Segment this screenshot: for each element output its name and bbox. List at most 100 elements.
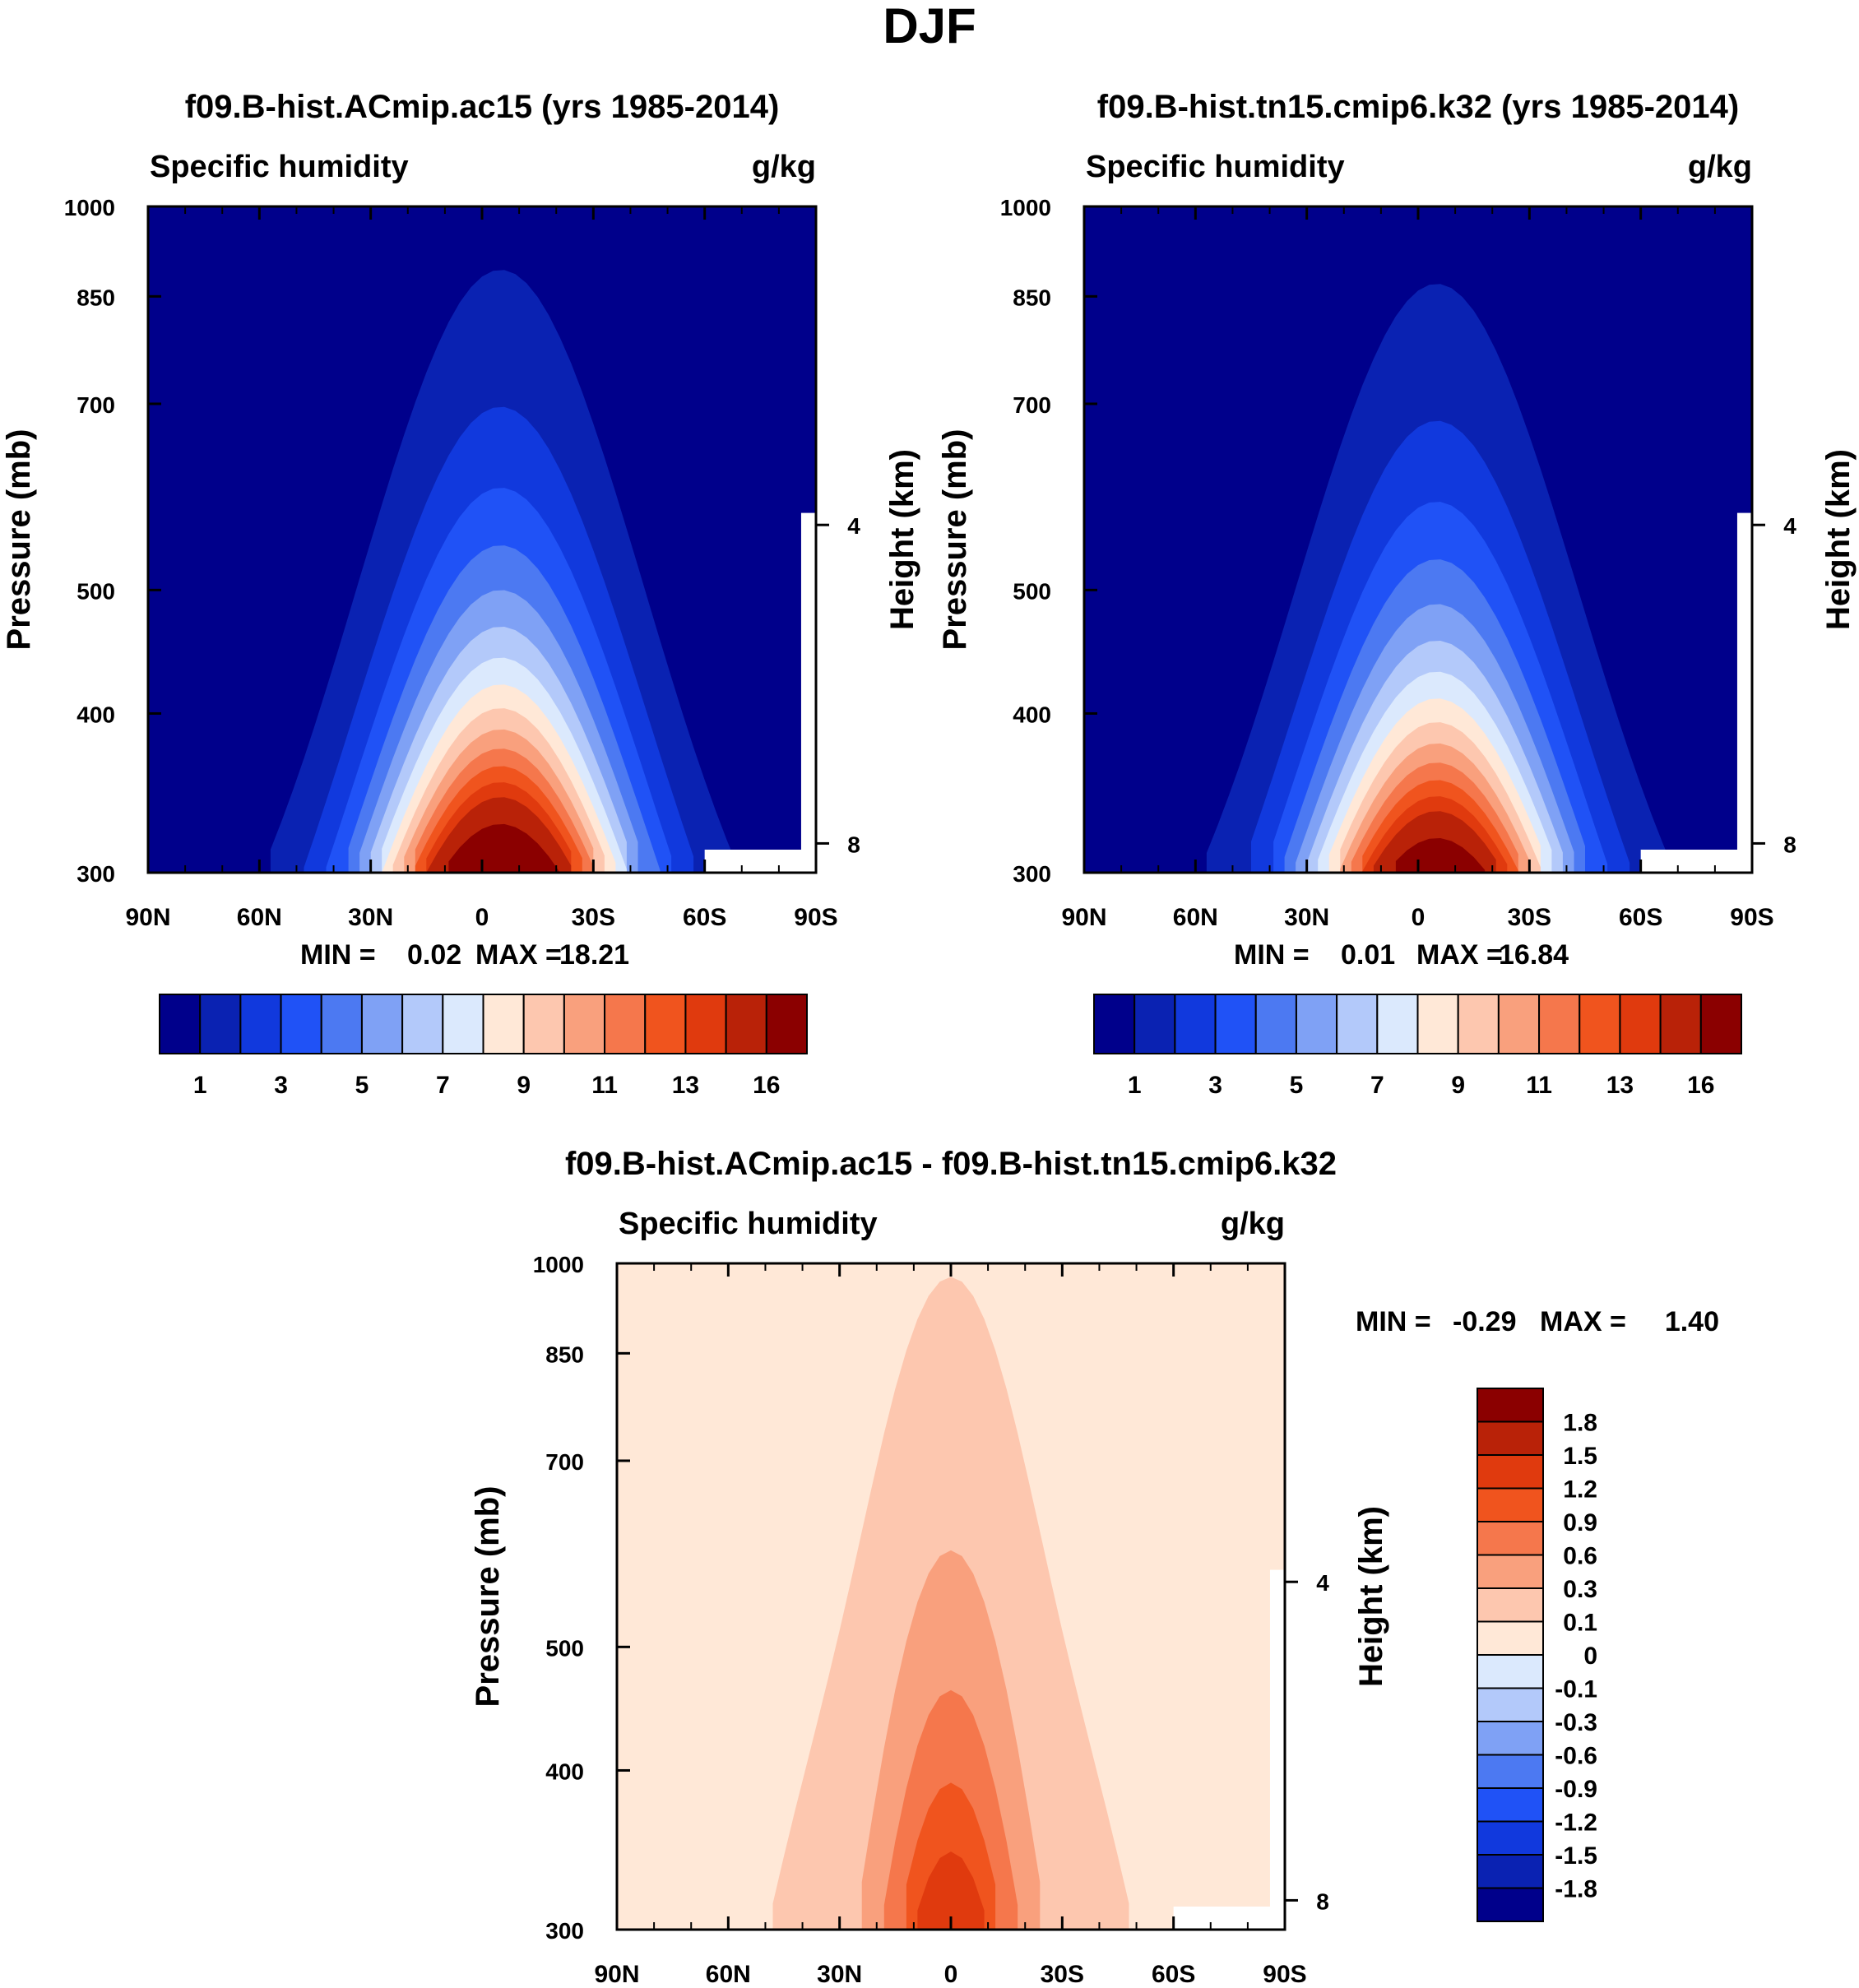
max-label: MAX = bbox=[475, 939, 562, 971]
colorbar-label: 0.3 bbox=[1563, 1576, 1597, 1603]
colorbar-label: 1.5 bbox=[1563, 1443, 1597, 1470]
x-tick-label: 60N bbox=[1173, 904, 1218, 931]
colorbar-swatch bbox=[1477, 1587, 1544, 1623]
y2-axis-label: Height (km) bbox=[1353, 1506, 1389, 1687]
colorbar: 1.8 1.5 1.2 0.9 0.6 0.3 0.1 0 -0.1 -0.3 -0.6 -0.9 -1… bbox=[1477, 1388, 1597, 1922]
units-label: g/kg bbox=[1221, 1207, 1285, 1241]
max-label: MAX = bbox=[1416, 939, 1503, 971]
y-tick-label: 700 bbox=[76, 392, 115, 418]
colorbar-label: 13 bbox=[1606, 1072, 1634, 1099]
panel-title: f09.B-hist.ACmip.ac15 (yrs 1985-2014) bbox=[185, 89, 780, 125]
colorbar-label: 16 bbox=[753, 1072, 780, 1099]
panel-title: f09.B-hist.ACmip.ac15 - f09.B-hist.tn15.… bbox=[565, 1146, 1337, 1182]
colorbar-label: 0.1 bbox=[1563, 1610, 1597, 1637]
colorbar-label: 1.8 bbox=[1563, 1410, 1597, 1437]
y-tick-label: 850 bbox=[1013, 285, 1051, 310]
colorbar-swatch bbox=[1477, 1554, 1544, 1589]
colorbar-swatch bbox=[1497, 994, 1541, 1054]
colorbar-label: -1.5 bbox=[1555, 1842, 1597, 1870]
y-tick-label: 300 bbox=[1013, 861, 1051, 887]
variable-label: Specific humidity bbox=[1086, 150, 1345, 184]
panel-model-a: f09.B-hist.ACmip.ac15 (yrs 1985-2014) Sp… bbox=[1, 89, 920, 1099]
x-tick-label: 30S bbox=[572, 904, 615, 931]
units-label: g/kg bbox=[752, 150, 816, 184]
colorbar-swatch bbox=[1477, 1454, 1544, 1490]
colorbar-label: -0.6 bbox=[1555, 1743, 1597, 1770]
y-tick-label: 700 bbox=[1013, 392, 1051, 418]
x-tick-label: 0 bbox=[1412, 904, 1426, 931]
colorbar-swatch bbox=[1477, 1620, 1544, 1656]
colorbar-label: -0.1 bbox=[1555, 1676, 1597, 1703]
y-tick-label: 400 bbox=[1013, 702, 1051, 727]
colorbar-swatch bbox=[1659, 994, 1702, 1054]
contour-band bbox=[448, 823, 560, 873]
colorbar-swatch bbox=[401, 994, 444, 1054]
colorbar-swatch bbox=[522, 994, 565, 1054]
colorbar-swatch bbox=[1214, 994, 1257, 1054]
colorbar-label: 5 bbox=[1290, 1072, 1304, 1099]
y-tick-label: 1000 bbox=[64, 195, 115, 220]
x-tick-label: 90S bbox=[794, 904, 837, 931]
y-tick-label: 500 bbox=[545, 1635, 584, 1661]
colorbar-swatch bbox=[1093, 994, 1136, 1054]
colorbar-swatch bbox=[563, 994, 606, 1054]
panel-title: f09.B-hist.tn15.cmip6.k32 (yrs 1985-2014… bbox=[1097, 89, 1739, 125]
y-tick-label: 700 bbox=[545, 1449, 584, 1475]
min-value: 0.01 bbox=[1341, 939, 1395, 971]
colorbar-label: 5 bbox=[355, 1072, 369, 1099]
x-tick-label: 30S bbox=[1041, 1961, 1084, 1988]
x-tick-label: 60S bbox=[1619, 904, 1662, 931]
colorbar-swatch bbox=[1477, 1754, 1544, 1789]
colorbar-swatch bbox=[644, 994, 687, 1054]
min-label: MIN = bbox=[1356, 1306, 1431, 1337]
colorbar-swatch bbox=[1477, 1854, 1544, 1889]
colorbar-label: 16 bbox=[1687, 1072, 1714, 1099]
colorbar-swatch bbox=[1416, 994, 1459, 1054]
colorbar-swatch bbox=[482, 994, 525, 1054]
max-value: 18.21 bbox=[559, 939, 629, 971]
y2-axis-label: Height (km) bbox=[1820, 449, 1857, 630]
colorbar-swatch bbox=[199, 994, 242, 1054]
y-tick-label: 300 bbox=[545, 1918, 584, 1944]
colorbar-swatch bbox=[1295, 994, 1338, 1054]
y2-axis-label: Height (km) bbox=[884, 449, 920, 630]
min-label: MIN = bbox=[1234, 939, 1310, 971]
colorbar-label: 9 bbox=[1451, 1072, 1465, 1099]
colorbar-label: 13 bbox=[672, 1072, 699, 1099]
colorbar-swatch bbox=[1477, 1388, 1544, 1423]
terrain-mask bbox=[800, 512, 816, 873]
x-tick-label: 30N bbox=[817, 1961, 862, 1988]
max-label: MAX = bbox=[1540, 1306, 1626, 1337]
colorbar-label: 11 bbox=[1526, 1072, 1552, 1099]
colorbar-label: 0.9 bbox=[1563, 1509, 1597, 1536]
colorbar-swatch bbox=[1477, 1521, 1544, 1556]
colorbar-swatch bbox=[765, 994, 808, 1054]
min-value: 0.02 bbox=[407, 939, 461, 971]
x-tick-label: 60S bbox=[1152, 1961, 1195, 1988]
variable-label: Specific humidity bbox=[150, 150, 409, 184]
colorbar-swatch bbox=[1174, 994, 1217, 1054]
colorbar-swatch bbox=[360, 994, 404, 1054]
stats-line: MIN = -0.29 MAX = 1.40 bbox=[1356, 1306, 1719, 1337]
max-value: 16.84 bbox=[1499, 939, 1569, 971]
terrain-mask bbox=[704, 850, 816, 873]
x-tick-label: 30N bbox=[1284, 904, 1329, 931]
colorbar-swatch bbox=[725, 994, 767, 1054]
colorbar: 1 3 5 7 9 11 13 16 bbox=[1093, 994, 1742, 1099]
colorbar-label: 11 bbox=[591, 1072, 618, 1099]
y-tick-label: 850 bbox=[545, 1342, 584, 1367]
y2-tick-label: 8 bbox=[1316, 1888, 1329, 1914]
x-tick-label: 90S bbox=[1263, 1961, 1306, 1988]
x-tick-label: 30N bbox=[348, 904, 393, 931]
colorbar-swatch bbox=[1477, 1721, 1544, 1756]
y-tick-label: 500 bbox=[1013, 578, 1051, 604]
x-tick-label: 0 bbox=[475, 904, 489, 931]
colorbar-swatch bbox=[320, 994, 363, 1054]
y2-tick-label: 4 bbox=[847, 513, 860, 539]
y-axis-label: Pressure (mb) bbox=[1, 429, 37, 651]
y-tick-label: 300 bbox=[76, 861, 115, 887]
colorbar-swatch bbox=[442, 994, 484, 1054]
colorbar-swatch bbox=[239, 994, 282, 1054]
colorbar-label: 0 bbox=[1583, 1643, 1597, 1670]
plot-area: 90N 60N 30N 0 30S 60S 90S 300 400 500 700 850 1000 8 4 bbox=[64, 195, 861, 931]
